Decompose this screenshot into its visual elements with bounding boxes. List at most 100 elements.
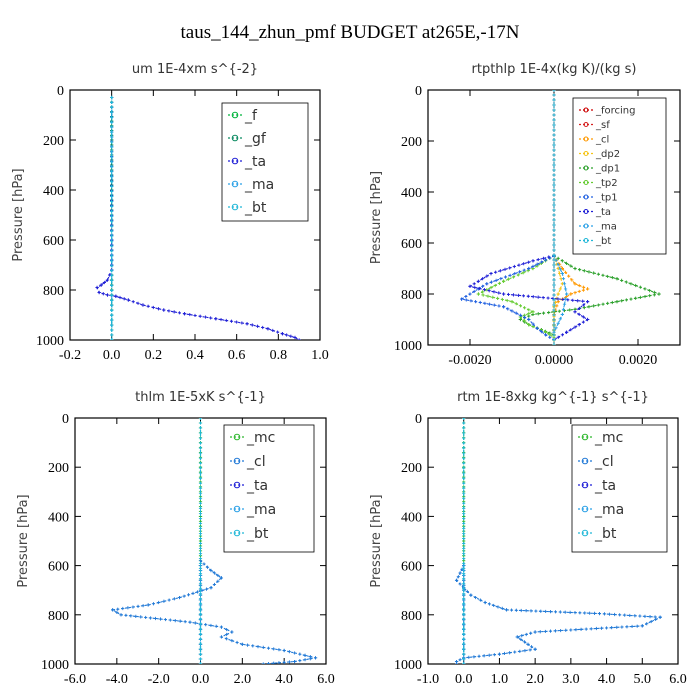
data-point [224,318,228,323]
data-point [456,575,460,579]
data-point [629,282,633,286]
y-tick-label: 1000 [394,339,422,354]
data-point [271,328,275,333]
data-point [497,304,501,308]
data-point [587,270,591,274]
data-point [552,258,556,262]
data-point [230,639,234,643]
data-point [198,476,203,480]
data-point [110,180,114,184]
x-tick-label: 0.0 [455,672,473,687]
data-point [497,281,501,285]
x-tick-label: -1.0 [417,672,439,687]
data-point [464,294,468,299]
data-point [527,317,531,322]
data-point [225,637,229,641]
legend-label: _ma [594,502,624,518]
data-point [462,607,466,611]
data-point [519,637,523,641]
data-point [462,612,466,616]
data-point [653,615,657,619]
data-point [629,297,633,301]
data-point [610,300,614,305]
data-point [560,272,564,276]
data-point [606,301,610,305]
data-point [502,279,506,283]
data-point [492,290,496,294]
data-point [198,637,203,641]
data-point [648,294,652,298]
data-point [658,615,662,619]
data-point [462,531,466,536]
data-point [204,623,208,627]
y-tick-label: 600 [48,560,69,575]
data-point [454,578,459,582]
data-point [212,582,217,587]
data-point [114,294,118,298]
data-point [193,621,197,625]
data-point [198,602,203,606]
data-point [517,263,521,267]
data-point [615,300,619,304]
data-point [508,266,512,270]
data-point [198,461,203,465]
data-point [105,278,110,282]
data-point [162,308,166,312]
data-point [502,651,507,656]
data-point [126,606,130,610]
x-tick-label: 0.0 [103,348,121,363]
data-point [462,592,466,596]
y-tick-label: 0 [62,412,69,427]
data-point [522,262,526,266]
data-point [544,609,548,614]
data-point [552,228,556,232]
data-point [502,292,506,296]
x-tick-label: 4.0 [275,672,293,687]
data-point [198,582,203,586]
data-point [552,273,556,277]
data-point [110,264,114,268]
data-point [552,313,556,317]
data-point [539,330,543,334]
data-point [552,253,556,257]
data-point [462,572,466,576]
legend-label: _ma [246,502,276,518]
data-point [586,287,590,291]
data-point [560,259,564,263]
x-tick-label: 1.0 [311,348,329,363]
data-point [548,610,553,614]
y-tick-label: 0 [415,84,422,99]
data-point [110,328,114,332]
x-tick-label: 0.8 [270,348,288,363]
data-point [460,297,464,301]
data-point [588,611,592,615]
data-point [151,602,156,606]
data-point [462,582,466,586]
data-point [487,602,492,606]
data-point [198,617,203,621]
y-tick-label: 400 [401,186,422,201]
legend-label: _dp1 [595,164,620,175]
data-point [563,270,568,274]
data-point [527,311,531,316]
data-point [110,150,114,154]
data-point [110,189,114,194]
data-point [110,155,114,159]
series-line-dp1 [519,255,662,336]
data-point [577,289,581,294]
data-point [552,268,556,272]
data-point [529,645,534,649]
data-point [531,259,535,263]
data-point [657,292,661,296]
data-point [198,551,203,556]
legend-label: _bt [246,526,269,542]
data-point [177,595,182,600]
data-point [552,318,556,322]
y-tick-label: 0 [415,412,422,427]
y-tick-label: 800 [43,284,64,299]
data-point [462,516,466,521]
data-point [521,271,525,275]
data-point [256,645,260,649]
legend-label: _ma [244,177,274,193]
data-point [245,643,250,647]
